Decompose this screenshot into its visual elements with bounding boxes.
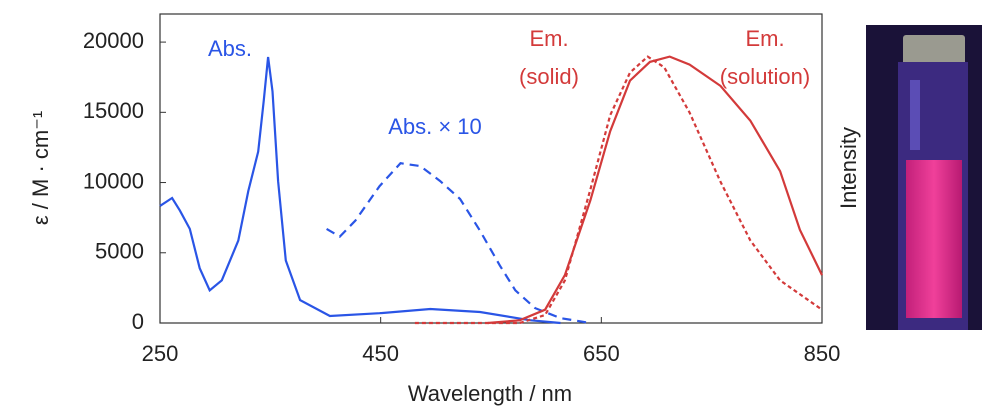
y-tick-label: 10000 (83, 168, 144, 193)
annotation: Abs. × 10 (388, 114, 482, 139)
vial-photo (866, 25, 982, 330)
spectrum-line (326, 162, 591, 325)
x-tick-label: 850 (804, 341, 841, 366)
y-tick-label: 15000 (83, 98, 144, 123)
y-tick-label: 20000 (83, 28, 144, 53)
annotation: (solution) (720, 64, 810, 89)
y-axis-label: ε / M · cm⁻¹ (28, 111, 53, 225)
spectrum-line (159, 56, 561, 325)
spectrum-line (487, 55, 823, 325)
y-tick-label: 5000 (95, 239, 144, 264)
x-tick-label: 250 (142, 341, 179, 366)
annotation: Em. (529, 26, 568, 51)
annotation: Abs. (208, 36, 252, 61)
spectrum-line (414, 55, 823, 325)
y-tick-label: 0 (132, 309, 144, 334)
y2-axis-label: Intensity (836, 127, 861, 209)
plot-frame (159, 13, 823, 324)
x-tick-label: 650 (583, 341, 620, 366)
x-tick-label: 450 (362, 341, 399, 366)
annotation: Em. (745, 26, 784, 51)
x-axis-label: Wavelength / nm (408, 381, 572, 406)
annotation: (solid) (519, 64, 579, 89)
